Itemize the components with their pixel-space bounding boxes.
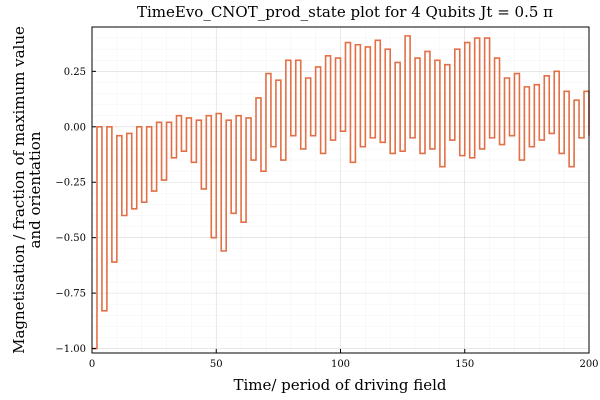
x-tick-label: 200 — [579, 359, 598, 370]
x-axis-ticks: 0 50 100 150 200 — [89, 349, 599, 370]
x-tick-label: 0 — [89, 359, 95, 370]
y-axis-label-line-1: Magnetisation / fraction of maximum valu… — [10, 26, 28, 354]
y-tick-label: −0.25 — [55, 178, 86, 189]
x-tick-label: 50 — [210, 359, 223, 370]
y-tick-label: 0.00 — [64, 122, 86, 133]
x-tick-label: 100 — [331, 359, 350, 370]
y-axis-label: Magnetisation / fraction of maximum valu… — [10, 26, 44, 354]
y-tick-label: −0.50 — [55, 233, 86, 244]
y-axis-label-line-2: and orientation — [26, 131, 44, 248]
x-tick-label: 150 — [455, 359, 474, 370]
plot-series — [92, 35, 590, 350]
y-tick-label: 0.25 — [64, 67, 86, 78]
chart-title: TimeEvo_CNOT_prod_state plot for 4 Qubit… — [137, 3, 553, 21]
x-axis-label: Time/ period of driving field — [233, 376, 446, 394]
y-tick-label: −0.75 — [55, 289, 86, 300]
y-axis-ticks: −1.00 −0.75 −0.50 −0.25 0.00 0.25 — [55, 67, 96, 355]
y-tick-label: −1.00 — [55, 344, 86, 355]
series-line — [92, 35, 590, 350]
